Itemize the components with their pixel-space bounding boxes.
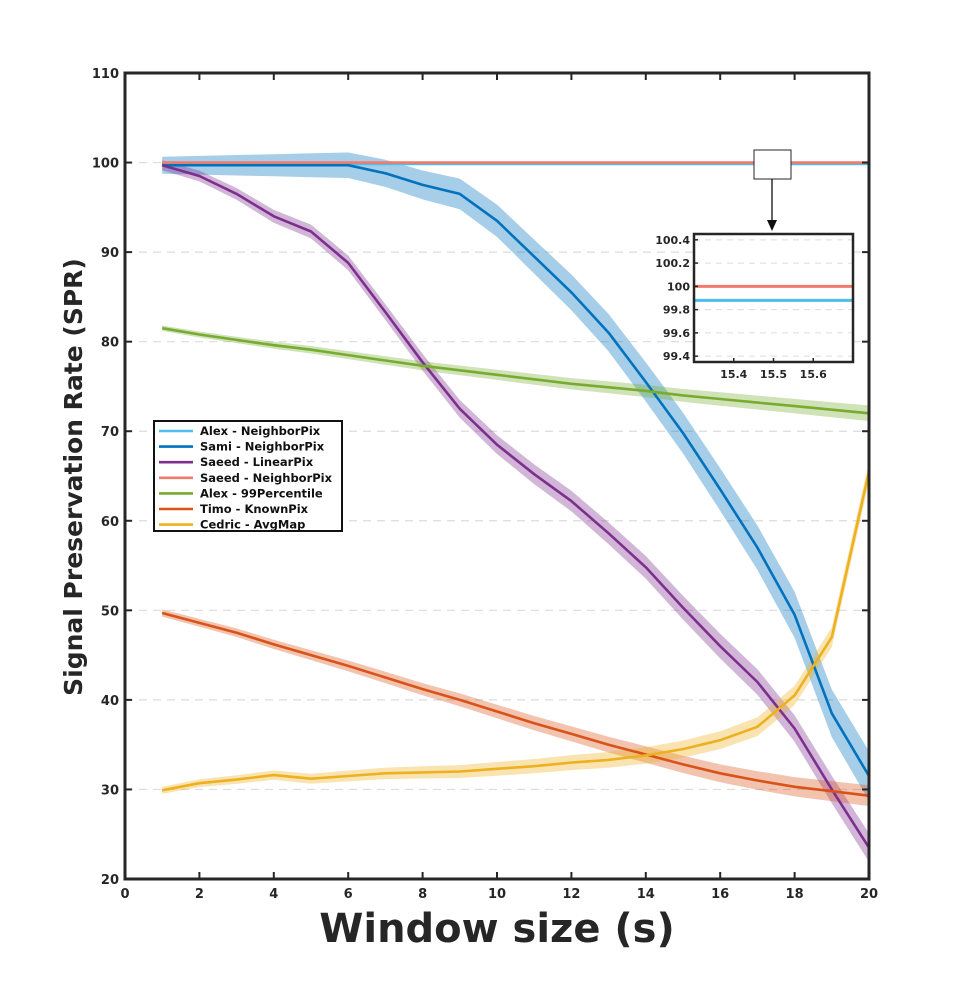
inset-x-tick-label: 15.4	[720, 368, 747, 381]
x-tick-label: 18	[786, 887, 804, 902]
legend-label: Cedric - AvgMap	[200, 518, 305, 532]
inset-y-ticks: 99.4 99.6 99.8 100 100.2 100.4	[655, 234, 698, 363]
legend-label: Saeed - LinearPix	[200, 455, 314, 469]
x-tick-label: 0	[120, 887, 129, 902]
zoom-arrow-head	[767, 220, 777, 231]
y-tick-label: 50	[101, 604, 119, 619]
legend-label: Sami - NeighborPix	[200, 440, 325, 454]
inset-y-tick-label: 99.8	[663, 304, 690, 317]
x-tick-label: 14	[637, 887, 655, 902]
inset-y-tick-label: 100.4	[655, 234, 690, 247]
inset-x-tick-label: 15.6	[800, 368, 827, 381]
x-axis-label: Window size (s)	[319, 906, 675, 952]
series-line	[161, 326, 870, 415]
y-axis-ticks: 20 30 40 50 60 70 80 90 100 110	[92, 67, 869, 888]
x-tick-label: 12	[562, 887, 580, 902]
series-line	[161, 611, 870, 797]
y-tick-label: 70	[101, 425, 119, 440]
inset-background	[694, 234, 853, 362]
series-line	[161, 471, 871, 792]
inset-y-tick-label: 99.4	[663, 350, 690, 363]
series-band	[162, 609, 869, 807]
legend-label: Saeed - NeighborPix	[200, 471, 333, 485]
series-line	[162, 163, 871, 777]
x-tick-label: 20	[860, 887, 878, 902]
series-lines	[161, 161, 871, 849]
y-tick-label: 100	[92, 157, 119, 172]
inset-y-tick-label: 100.2	[655, 257, 690, 270]
y-tick-label: 110	[92, 67, 119, 82]
x-tick-label: 10	[488, 887, 506, 902]
x-tick-label: 2	[195, 887, 204, 902]
series-line	[161, 163, 871, 849]
inset-x-tick-label: 15.5	[760, 368, 787, 381]
x-tick-label: 6	[344, 887, 353, 902]
y-axis-label: Signal Preservation Rate (SPR)	[59, 258, 88, 696]
x-tick-label: 4	[269, 887, 278, 902]
inset-y-tick-label: 100	[667, 280, 690, 293]
inset-zoom-plot: 15.4 15.5 15.6 99.4 99.6 99.8 100 100.2 100.4	[655, 232, 855, 381]
x-tick-label: 8	[418, 887, 427, 902]
legend-label: Alex - NeighborPix	[200, 424, 321, 438]
y-tick-label: 20	[101, 873, 119, 888]
legend-label: Timo - KnownPix	[200, 502, 309, 516]
y-tick-label: 60	[101, 515, 119, 530]
legend-box	[153, 420, 343, 532]
inset-x-ticks: 15.4 15.5 15.6	[720, 358, 827, 381]
inset-lines	[694, 284, 853, 302]
y-tick-label: 30	[101, 783, 119, 798]
legend-label: Alex - 99Percentile	[200, 486, 323, 500]
y-tick-label: 90	[101, 246, 119, 261]
inset-y-tick-label: 99.6	[663, 327, 690, 340]
x-axis-ticks: 0 2 4 6 8 10 12 14 16 18 20	[120, 73, 878, 902]
x-tick-label: 16	[711, 887, 729, 902]
y-tick-label: 80	[101, 336, 119, 351]
y-tick-label: 40	[101, 694, 119, 709]
zoom-region-box	[753, 149, 792, 180]
